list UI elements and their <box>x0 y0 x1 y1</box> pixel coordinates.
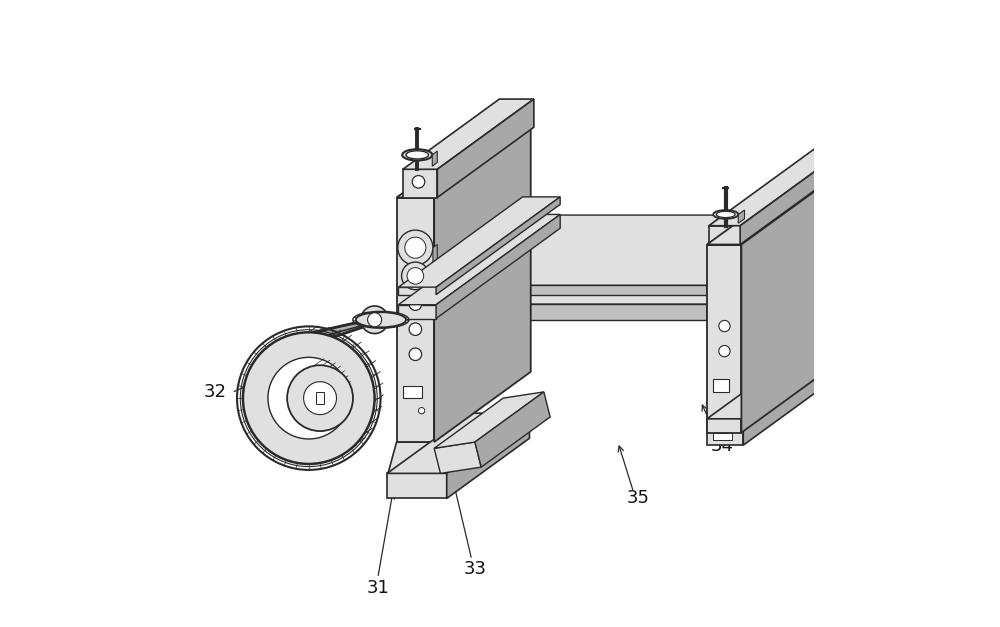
Polygon shape <box>713 433 732 440</box>
Ellipse shape <box>716 211 735 218</box>
Circle shape <box>418 408 425 414</box>
Ellipse shape <box>243 332 375 464</box>
Polygon shape <box>397 127 531 198</box>
Ellipse shape <box>406 150 429 159</box>
Polygon shape <box>707 215 803 295</box>
Circle shape <box>412 176 425 188</box>
Polygon shape <box>713 379 729 392</box>
Circle shape <box>409 323 422 335</box>
Circle shape <box>398 230 433 265</box>
Polygon shape <box>430 215 803 285</box>
Polygon shape <box>398 214 560 305</box>
Polygon shape <box>743 339 854 445</box>
Polygon shape <box>397 198 434 442</box>
Polygon shape <box>398 197 560 287</box>
Polygon shape <box>707 419 743 445</box>
Polygon shape <box>434 442 481 473</box>
Polygon shape <box>475 392 550 467</box>
Polygon shape <box>433 245 437 283</box>
Polygon shape <box>403 99 534 169</box>
Polygon shape <box>432 151 437 166</box>
Circle shape <box>402 262 429 290</box>
Circle shape <box>407 268 424 284</box>
Ellipse shape <box>361 306 388 334</box>
Polygon shape <box>387 442 447 477</box>
Polygon shape <box>398 305 436 319</box>
Polygon shape <box>707 245 741 433</box>
Polygon shape <box>430 304 707 320</box>
Polygon shape <box>302 318 390 337</box>
Polygon shape <box>707 234 803 320</box>
Circle shape <box>409 298 422 310</box>
Circle shape <box>405 237 426 258</box>
Polygon shape <box>707 339 854 419</box>
Ellipse shape <box>713 210 738 219</box>
Text: 33: 33 <box>463 561 486 578</box>
Ellipse shape <box>304 382 337 414</box>
Polygon shape <box>437 99 534 198</box>
Polygon shape <box>403 386 422 398</box>
Polygon shape <box>738 210 745 223</box>
Ellipse shape <box>268 357 350 439</box>
Polygon shape <box>707 164 852 245</box>
Polygon shape <box>430 234 803 304</box>
Polygon shape <box>403 169 437 198</box>
Circle shape <box>719 320 730 332</box>
Polygon shape <box>434 392 544 448</box>
Circle shape <box>719 345 730 357</box>
Polygon shape <box>387 473 447 498</box>
Polygon shape <box>429 273 434 303</box>
Polygon shape <box>434 127 531 442</box>
Polygon shape <box>741 164 852 433</box>
Ellipse shape <box>368 313 382 327</box>
Polygon shape <box>436 214 560 319</box>
Polygon shape <box>436 197 560 295</box>
Polygon shape <box>398 287 436 295</box>
Ellipse shape <box>287 365 353 431</box>
Polygon shape <box>447 413 529 498</box>
Polygon shape <box>430 285 707 295</box>
Ellipse shape <box>356 312 406 327</box>
Polygon shape <box>740 145 850 245</box>
Polygon shape <box>709 226 740 245</box>
Polygon shape <box>316 392 324 404</box>
Polygon shape <box>387 413 529 473</box>
Circle shape <box>409 348 422 361</box>
Text: 32: 32 <box>203 383 226 401</box>
Text: 31: 31 <box>366 579 389 597</box>
Text: 35: 35 <box>626 490 649 507</box>
Polygon shape <box>709 145 850 226</box>
Ellipse shape <box>402 149 432 161</box>
Text: 34: 34 <box>711 438 734 455</box>
